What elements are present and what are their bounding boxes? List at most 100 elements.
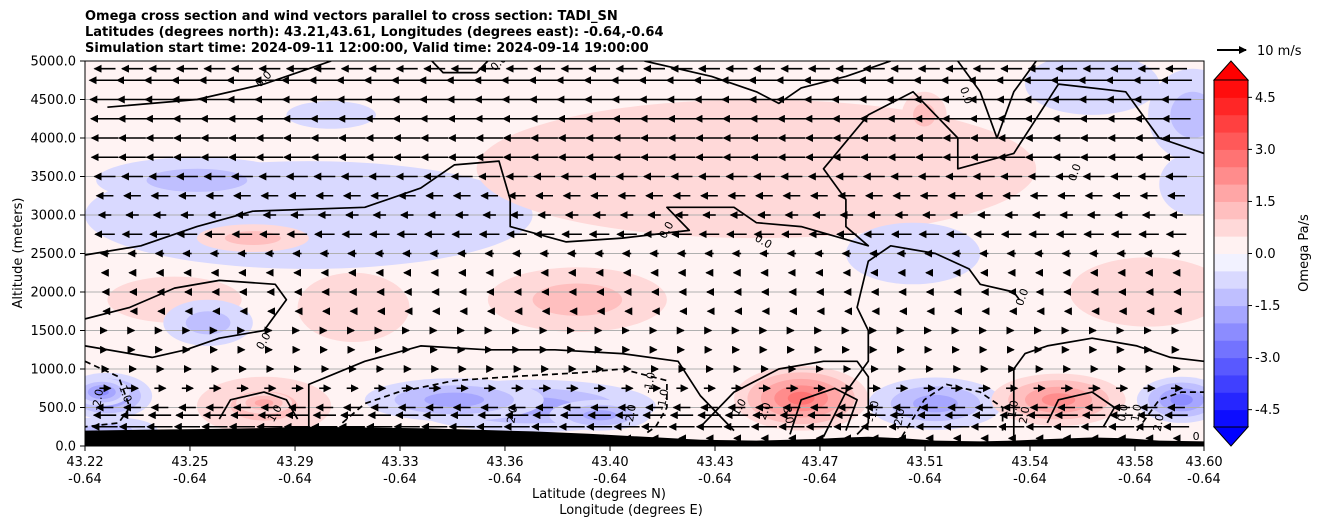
terrain-profile [85,426,1204,446]
y-tick-label: 3500.0 [31,170,77,185]
colorbar-segment [1214,322,1248,341]
contour-line [822,244,1021,438]
omega-contour-fill [1170,394,1193,406]
terrain-silhouette [85,426,1204,446]
y-tick-label: 0.0 [55,440,76,455]
colorbar-segment [1214,253,1248,272]
colorbar: -4.5 -3.0 -1.5 0.0 1.5 3.0 4.5 [1212,60,1280,447]
title-line-1: Omega cross section and wind vectors par… [85,9,618,24]
title-line-2: Latitudes (degrees north): 43.21,43.61, … [85,25,664,40]
contour-line [789,387,858,435]
title-line-3: Simulation start time: 2024-09-11 12:00:… [85,41,649,56]
omega-contour-fill [297,272,410,343]
contour-line [1012,337,1204,438]
x-tick-label-lon: -0.64 [698,472,732,487]
colorbar-segment [1214,132,1248,150]
colorbar-segment [1214,114,1248,133]
contour-line [85,83,1204,256]
y-tick-label: 4500.0 [31,93,77,108]
omega-contour-fill [254,399,274,407]
colorbar-segment [1214,357,1248,376]
colorbar-segment [1214,80,1248,98]
y-tick-label: 2500.0 [31,247,77,262]
contour-label: 2.0 [1151,413,1167,432]
x-tick-label-lat: 43.40 [591,455,628,470]
colorbar-segment [1214,374,1248,393]
contour-label: -1.0 [655,388,672,411]
x-tick-label-lat: 43.36 [486,455,523,470]
x-tick-label-lat: 43.58 [1116,455,1153,470]
x-tick-label-lon: -0.64 [173,472,207,487]
x-tick-label-lat: 43.25 [171,455,208,470]
omega-contour-fill [913,103,936,127]
x-tick-label-lon: -0.64 [383,472,417,487]
y-tick-label: 5000.0 [31,55,77,70]
x-tick-label-lat: 43.54 [1011,455,1048,470]
colorbar-label: Omega Pa/s [1297,214,1312,292]
colorbar-tick-label: 0.0 [1255,247,1276,262]
contour-line [1136,391,1204,432]
colorbar-tick-label: 1.5 [1255,195,1276,210]
x-tick-label-lon: -0.64 [1118,472,1152,487]
x-tick-label-lat: 43.22 [66,455,103,470]
x-tick-label-lat: 43.60 [1185,455,1222,470]
colorbar-segment [1214,97,1248,116]
omega-contour-fill [185,311,231,335]
x-tick-label-lat: 43.43 [696,455,733,470]
colorbar-segment [1214,218,1248,237]
contour-label: 0 [1193,430,1200,443]
omega-contour-fill [224,231,281,246]
y-tick-label: 1000.0 [31,363,77,378]
x-tick-label-lat: 43.51 [906,455,943,470]
x-tick-label-lon: -0.64 [593,472,627,487]
colorbar-tick-label: 3.0 [1255,143,1276,158]
y-axis-label: Altitude (meters) [11,198,26,309]
colorbar-segment [1214,288,1248,307]
omega-contour-fill [146,168,248,192]
colorbar-tick-label: -4.5 [1255,403,1280,418]
omega-contour-fill [787,391,815,405]
contour-label: 2.0 [1017,405,1033,424]
x-tick-label-lat: 43.29 [276,455,313,470]
colorbar-segment [1214,409,1248,428]
x-tick-label-lon: -0.64 [803,472,837,487]
x-axis-label-longitude: Longitude (degrees E) [559,503,703,518]
x-axis-label-latitude: Latitude (degrees N) [532,487,666,502]
colorbar-segment [1214,340,1248,359]
x-tick-label-lat: 43.33 [381,455,418,470]
colorbar-extend-max [1212,60,1250,81]
colorbar-segment [1214,392,1248,411]
x-tick-label-lon: -0.64 [68,472,102,487]
y-axis-ticks: 0.0 500.0 1000.0 1500.0 2000.0 2500.0 3000.0 35… [31,55,85,455]
y-tick-label: 500.0 [39,401,76,416]
colorbar-segment [1214,236,1248,254]
contour-label: 0.0 [1066,162,1084,183]
x-tick-label-lon: -0.64 [278,472,312,487]
colorbar-segment [1214,166,1248,185]
x-tick-label-lon: -0.64 [488,472,522,487]
x-tick-label-lon: -0.64 [1013,472,1047,487]
y-tick-label: 1500.0 [31,324,77,339]
omega-contour-fill [286,101,376,129]
colorbar-segment [1214,184,1248,202]
contour-line [307,345,735,432]
colorbar-tick-label: -3.0 [1255,351,1280,366]
x-tick-label-lon: -0.64 [1187,472,1221,487]
x-axis-ticks: 43.22 -0.64 43.25 -0.64 43.29 -0.64 43.33 -0.64… [66,446,1223,487]
omega-contour-fill [424,392,485,407]
omega-contour-fill [1170,91,1204,138]
omega-contour-lines [85,61,1204,438]
y-tick-label: 2000.0 [31,286,77,301]
colorbar-extend-min [1212,426,1250,447]
omega-contour-fill [476,99,1037,239]
colorbar-tick-label: -1.5 [1255,299,1280,314]
colorbar-tick-label: 4.5 [1255,91,1276,106]
colorbar-segment [1214,149,1248,168]
y-tick-label: 3000.0 [31,209,77,224]
colorbar-segment [1214,270,1248,289]
quiver-key-label: 10 m/s [1257,44,1302,59]
x-tick-label-lon: -0.64 [908,472,942,487]
contour-label: 0.0 [1013,287,1031,308]
colorbar-segment [1214,305,1248,324]
